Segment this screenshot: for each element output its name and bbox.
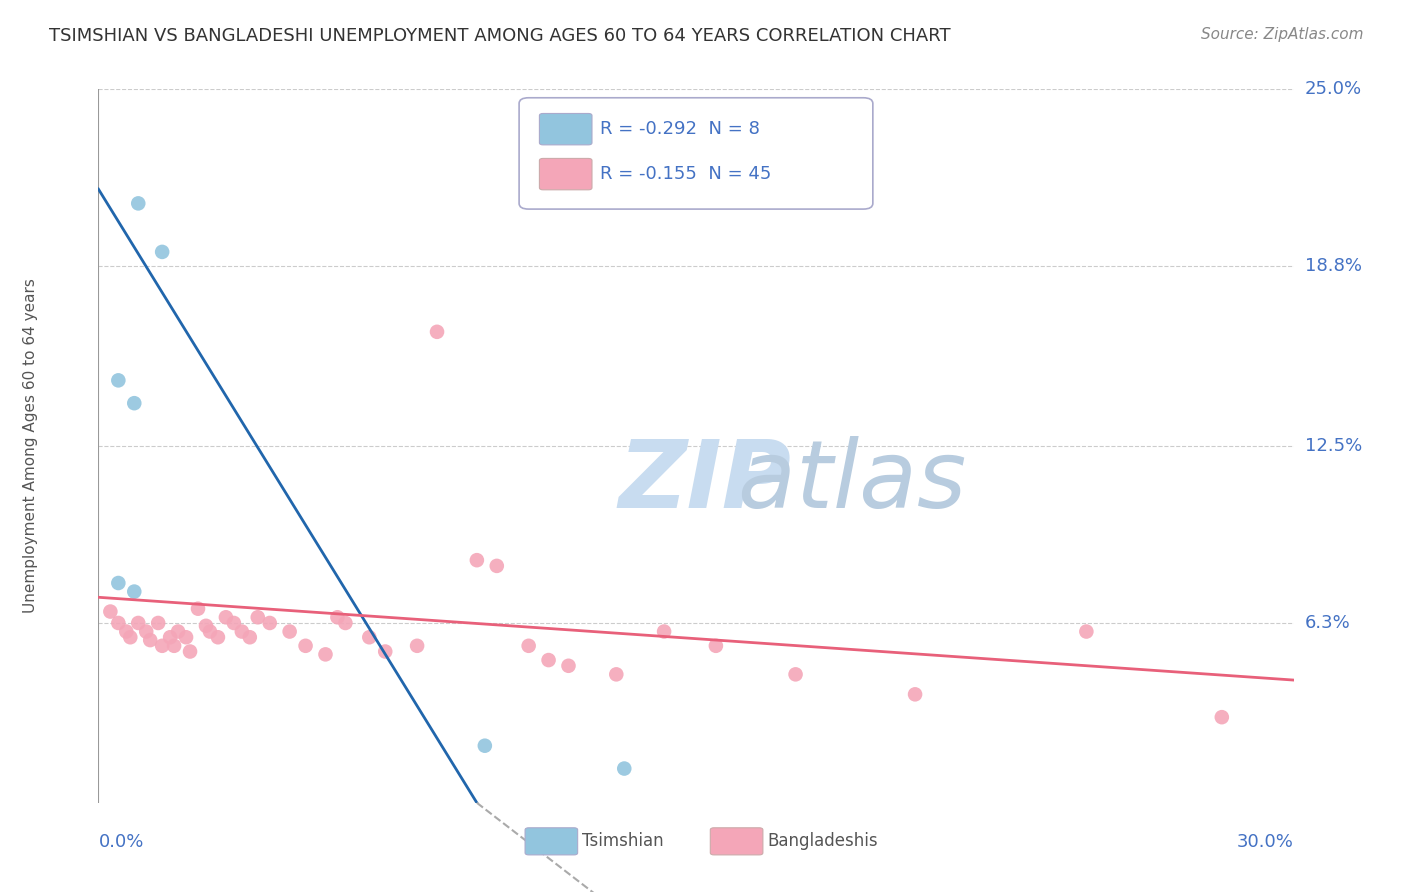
Point — [785, 667, 807, 681]
Point — [517, 639, 540, 653]
Point — [294, 639, 316, 653]
FancyBboxPatch shape — [519, 98, 873, 209]
Point — [107, 576, 129, 591]
Text: R = -0.292  N = 8: R = -0.292 N = 8 — [600, 120, 761, 138]
Point — [163, 639, 186, 653]
Point — [139, 633, 162, 648]
Point — [1211, 710, 1233, 724]
Point — [124, 584, 146, 599]
Point — [537, 653, 560, 667]
Point — [107, 615, 129, 630]
Point — [315, 648, 337, 662]
Point — [167, 624, 190, 639]
Point — [359, 630, 381, 644]
Point — [485, 558, 508, 573]
Point — [127, 196, 149, 211]
Point — [704, 639, 727, 653]
Point — [159, 630, 181, 644]
Point — [278, 624, 301, 639]
Text: 12.5%: 12.5% — [1305, 437, 1362, 455]
Text: atlas: atlas — [619, 436, 966, 527]
Point — [187, 601, 209, 615]
Point — [557, 658, 579, 673]
Point — [426, 325, 449, 339]
Text: TSIMSHIAN VS BANGLADESHI UNEMPLOYMENT AMONG AGES 60 TO 64 YEARS CORRELATION CHAR: TSIMSHIAN VS BANGLADESHI UNEMPLOYMENT AM… — [49, 27, 950, 45]
Point — [1076, 624, 1098, 639]
Point — [231, 624, 253, 639]
Point — [613, 762, 636, 776]
Point — [198, 624, 221, 639]
Point — [652, 624, 675, 639]
Point — [474, 739, 496, 753]
Text: Unemployment Among Ages 60 to 64 years: Unemployment Among Ages 60 to 64 years — [24, 278, 38, 614]
Text: Tsimshian: Tsimshian — [582, 832, 664, 850]
Point — [135, 624, 157, 639]
Text: 18.8%: 18.8% — [1305, 257, 1361, 275]
Point — [605, 667, 627, 681]
Point — [904, 687, 927, 701]
Point — [465, 553, 488, 567]
Point — [215, 610, 238, 624]
Text: 30.0%: 30.0% — [1237, 833, 1294, 851]
FancyBboxPatch shape — [540, 113, 592, 145]
Point — [124, 396, 146, 410]
Text: 0.0%: 0.0% — [98, 833, 143, 851]
Point — [115, 624, 138, 639]
Text: Bangladeshis: Bangladeshis — [768, 832, 879, 850]
Text: Source: ZipAtlas.com: Source: ZipAtlas.com — [1201, 27, 1364, 42]
FancyBboxPatch shape — [524, 828, 578, 855]
Point — [239, 630, 262, 644]
Point — [259, 615, 281, 630]
Point — [179, 644, 201, 658]
Point — [150, 244, 173, 259]
Point — [150, 639, 173, 653]
Point — [120, 630, 142, 644]
Point — [194, 619, 218, 633]
FancyBboxPatch shape — [710, 828, 763, 855]
Text: 25.0%: 25.0% — [1305, 80, 1362, 98]
Text: 6.3%: 6.3% — [1305, 614, 1350, 632]
Point — [174, 630, 197, 644]
Point — [335, 615, 357, 630]
Text: ZIP: ZIP — [619, 435, 792, 528]
Point — [326, 610, 349, 624]
Point — [207, 630, 229, 644]
Point — [127, 615, 149, 630]
FancyBboxPatch shape — [540, 159, 592, 190]
Point — [98, 605, 122, 619]
Point — [107, 373, 129, 387]
Text: R = -0.155  N = 45: R = -0.155 N = 45 — [600, 165, 772, 183]
Point — [406, 639, 429, 653]
Point — [222, 615, 245, 630]
Point — [246, 610, 269, 624]
Point — [148, 615, 170, 630]
Point — [374, 644, 396, 658]
